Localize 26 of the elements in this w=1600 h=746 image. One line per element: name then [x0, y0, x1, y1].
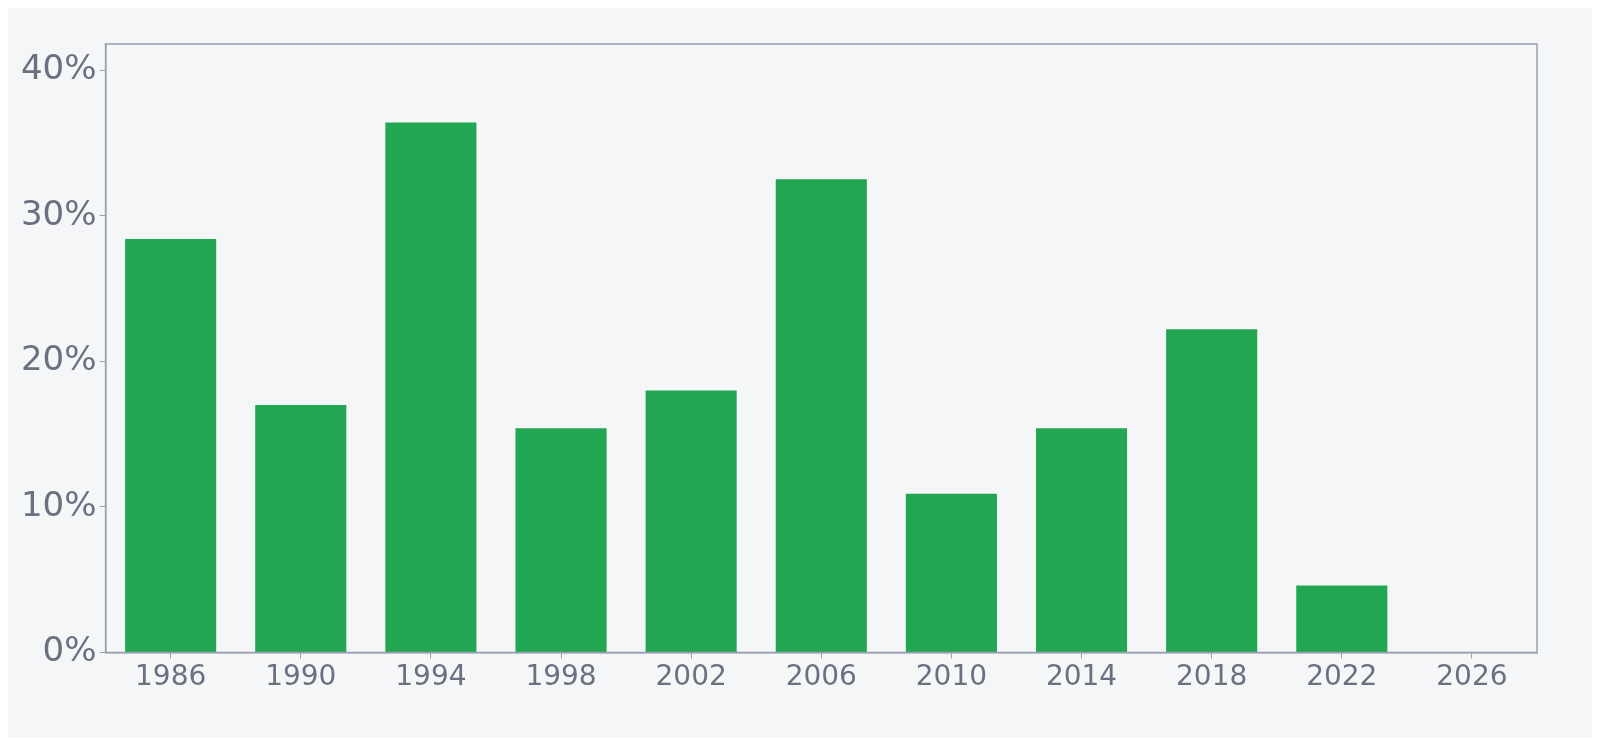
x-tick-label: 2014 [1045, 659, 1118, 693]
y-tick-label: 20% [20, 338, 97, 379]
x-tick-label: 1998 [525, 659, 597, 693]
y-tick-label: 30% [20, 192, 97, 233]
bar [125, 239, 217, 652]
x-tick-label: 2006 [785, 659, 857, 693]
bar [1296, 585, 1388, 652]
bar [385, 122, 477, 652]
x-tick-label: 1986 [135, 659, 207, 693]
bar [1166, 329, 1258, 652]
bar [1036, 428, 1128, 652]
x-tick-label: 1994 [395, 659, 467, 693]
bar [905, 493, 997, 652]
x-tick-label: 2002 [655, 659, 727, 693]
bar [775, 179, 867, 652]
x-tick-label: 2010 [915, 659, 988, 693]
y-tick-label: 10% [20, 483, 97, 524]
x-tick-label: 1990 [265, 659, 337, 693]
x-tick-label: 2018 [1176, 659, 1248, 693]
x-tick-label: 2026 [1436, 659, 1508, 693]
bar [255, 404, 347, 652]
y-tick-label: 40% [20, 47, 97, 88]
bar [645, 390, 737, 652]
y-tick-label: 0% [42, 629, 97, 670]
x-tick-label: 2022 [1306, 659, 1378, 693]
bar [515, 428, 607, 652]
